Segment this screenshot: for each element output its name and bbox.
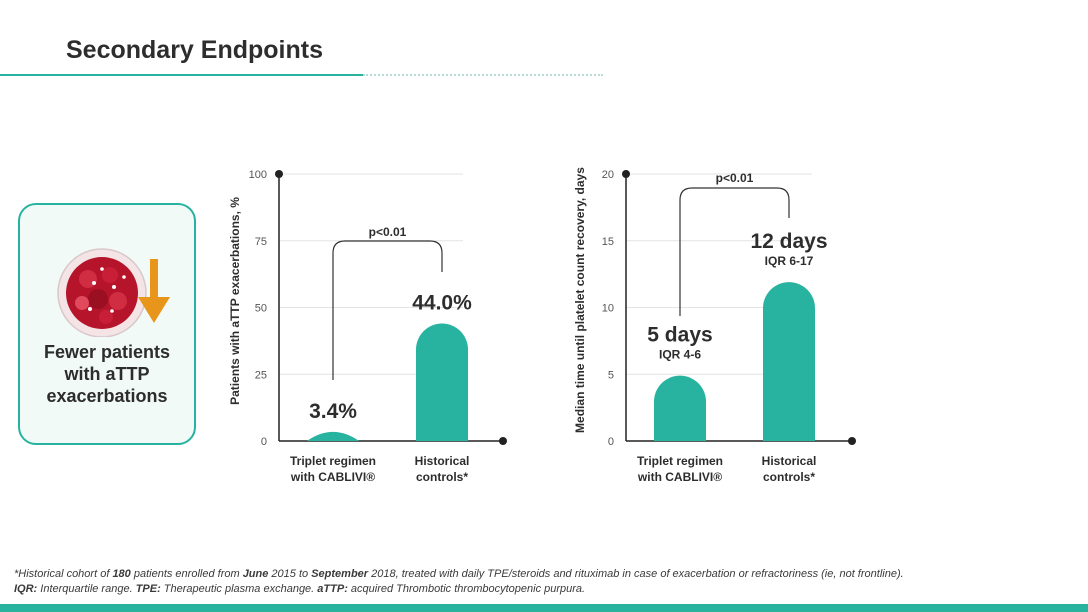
x-axis-end-dot (499, 437, 507, 445)
footnote-text: June (242, 568, 269, 580)
y-tick-label: 0 (261, 436, 267, 448)
footnote-text: 2015 to (268, 568, 312, 580)
footnote-text: 180 (112, 568, 131, 580)
footnote-line-2: IQR: Interquartile range. TPE: Therapeut… (14, 582, 1084, 597)
bar (763, 282, 815, 441)
y-tick-label: 50 (255, 303, 267, 315)
page-title: Secondary Endpoints (66, 36, 323, 64)
footnote-text: *Historical cohort of (14, 568, 113, 580)
bar-sub-label: IQR 4-6 (659, 348, 701, 362)
y-tick-label: 15 (602, 236, 614, 248)
p-value-label: p<0.01 (716, 171, 754, 185)
footnote-text: acquired Thrombotic thrombocytopenic pur… (347, 583, 586, 595)
footnote-text: September (311, 568, 369, 580)
y-tick-label: 75 (255, 236, 267, 248)
x-category-label: Triplet regimen (637, 454, 723, 468)
x-category-label: Historical (762, 454, 817, 468)
bar (654, 375, 706, 441)
bar-value-label: 44.0% (412, 292, 472, 315)
y-axis-end-dot (275, 170, 283, 178)
card-line: with aTTP (64, 364, 150, 384)
footnote-text: Therapeutic plasma exchange. (160, 583, 318, 595)
footnote-text: patients enrolled from (130, 568, 243, 580)
footnote-line-1: *Historical cohort of 180 patients enrol… (14, 567, 1084, 582)
significance-bracket (332, 240, 443, 380)
p-value-label: p<0.01 (369, 225, 407, 239)
y-tick-label: 25 (255, 369, 267, 381)
title-underline (0, 74, 363, 76)
bar-sub-label: IQR 6-17 (765, 254, 814, 268)
x-category-label: with CABLIVI® (290, 470, 375, 484)
x-axis-end-dot (848, 437, 856, 445)
blood-cells-down-arrow-icon (57, 248, 170, 337)
bar-value-label: 5 days (647, 324, 712, 347)
y-tick-label: 10 (602, 303, 614, 315)
x-category-label: controls* (763, 470, 815, 484)
bar-value-label: 12 days (750, 230, 827, 253)
footnote-text: 2018, treated with daily TPE/steroids an… (368, 568, 904, 580)
bar (416, 323, 468, 441)
significance-bracket (679, 187, 790, 316)
x-category-label: with CABLIVI® (637, 470, 722, 484)
footnote: *Historical cohort of 180 patients enrol… (14, 567, 1084, 597)
y-tick-label: 5 (608, 369, 614, 381)
footnote-text: Interquartile range. (37, 583, 136, 595)
card-line: exacerbations (46, 386, 168, 406)
y-tick-label: 100 (249, 169, 267, 181)
x-category-label: controls* (416, 470, 468, 484)
x-category-label: Historical (415, 454, 470, 468)
footnote-text: IQR: (14, 583, 38, 595)
x-category-label: Triplet regimen (290, 454, 376, 468)
y-axis-end-dot (622, 170, 630, 178)
summary-card: Fewer patients with aTTP exacerbations (18, 203, 196, 445)
bar-value-label: 3.4% (309, 400, 357, 423)
footnote-text: aTTP: (317, 583, 348, 595)
card-line: Fewer patients (43, 342, 171, 362)
y-tick-label: 20 (602, 169, 614, 181)
y-tick-label: 0 (608, 436, 614, 448)
bar (307, 431, 359, 441)
footnote-text: TPE: (135, 583, 161, 595)
bottom-accent-bar (0, 604, 1088, 612)
card-caption: Fewer patients with aTTP exacerbations (20, 341, 194, 407)
title-dotted-rule (363, 74, 603, 76)
